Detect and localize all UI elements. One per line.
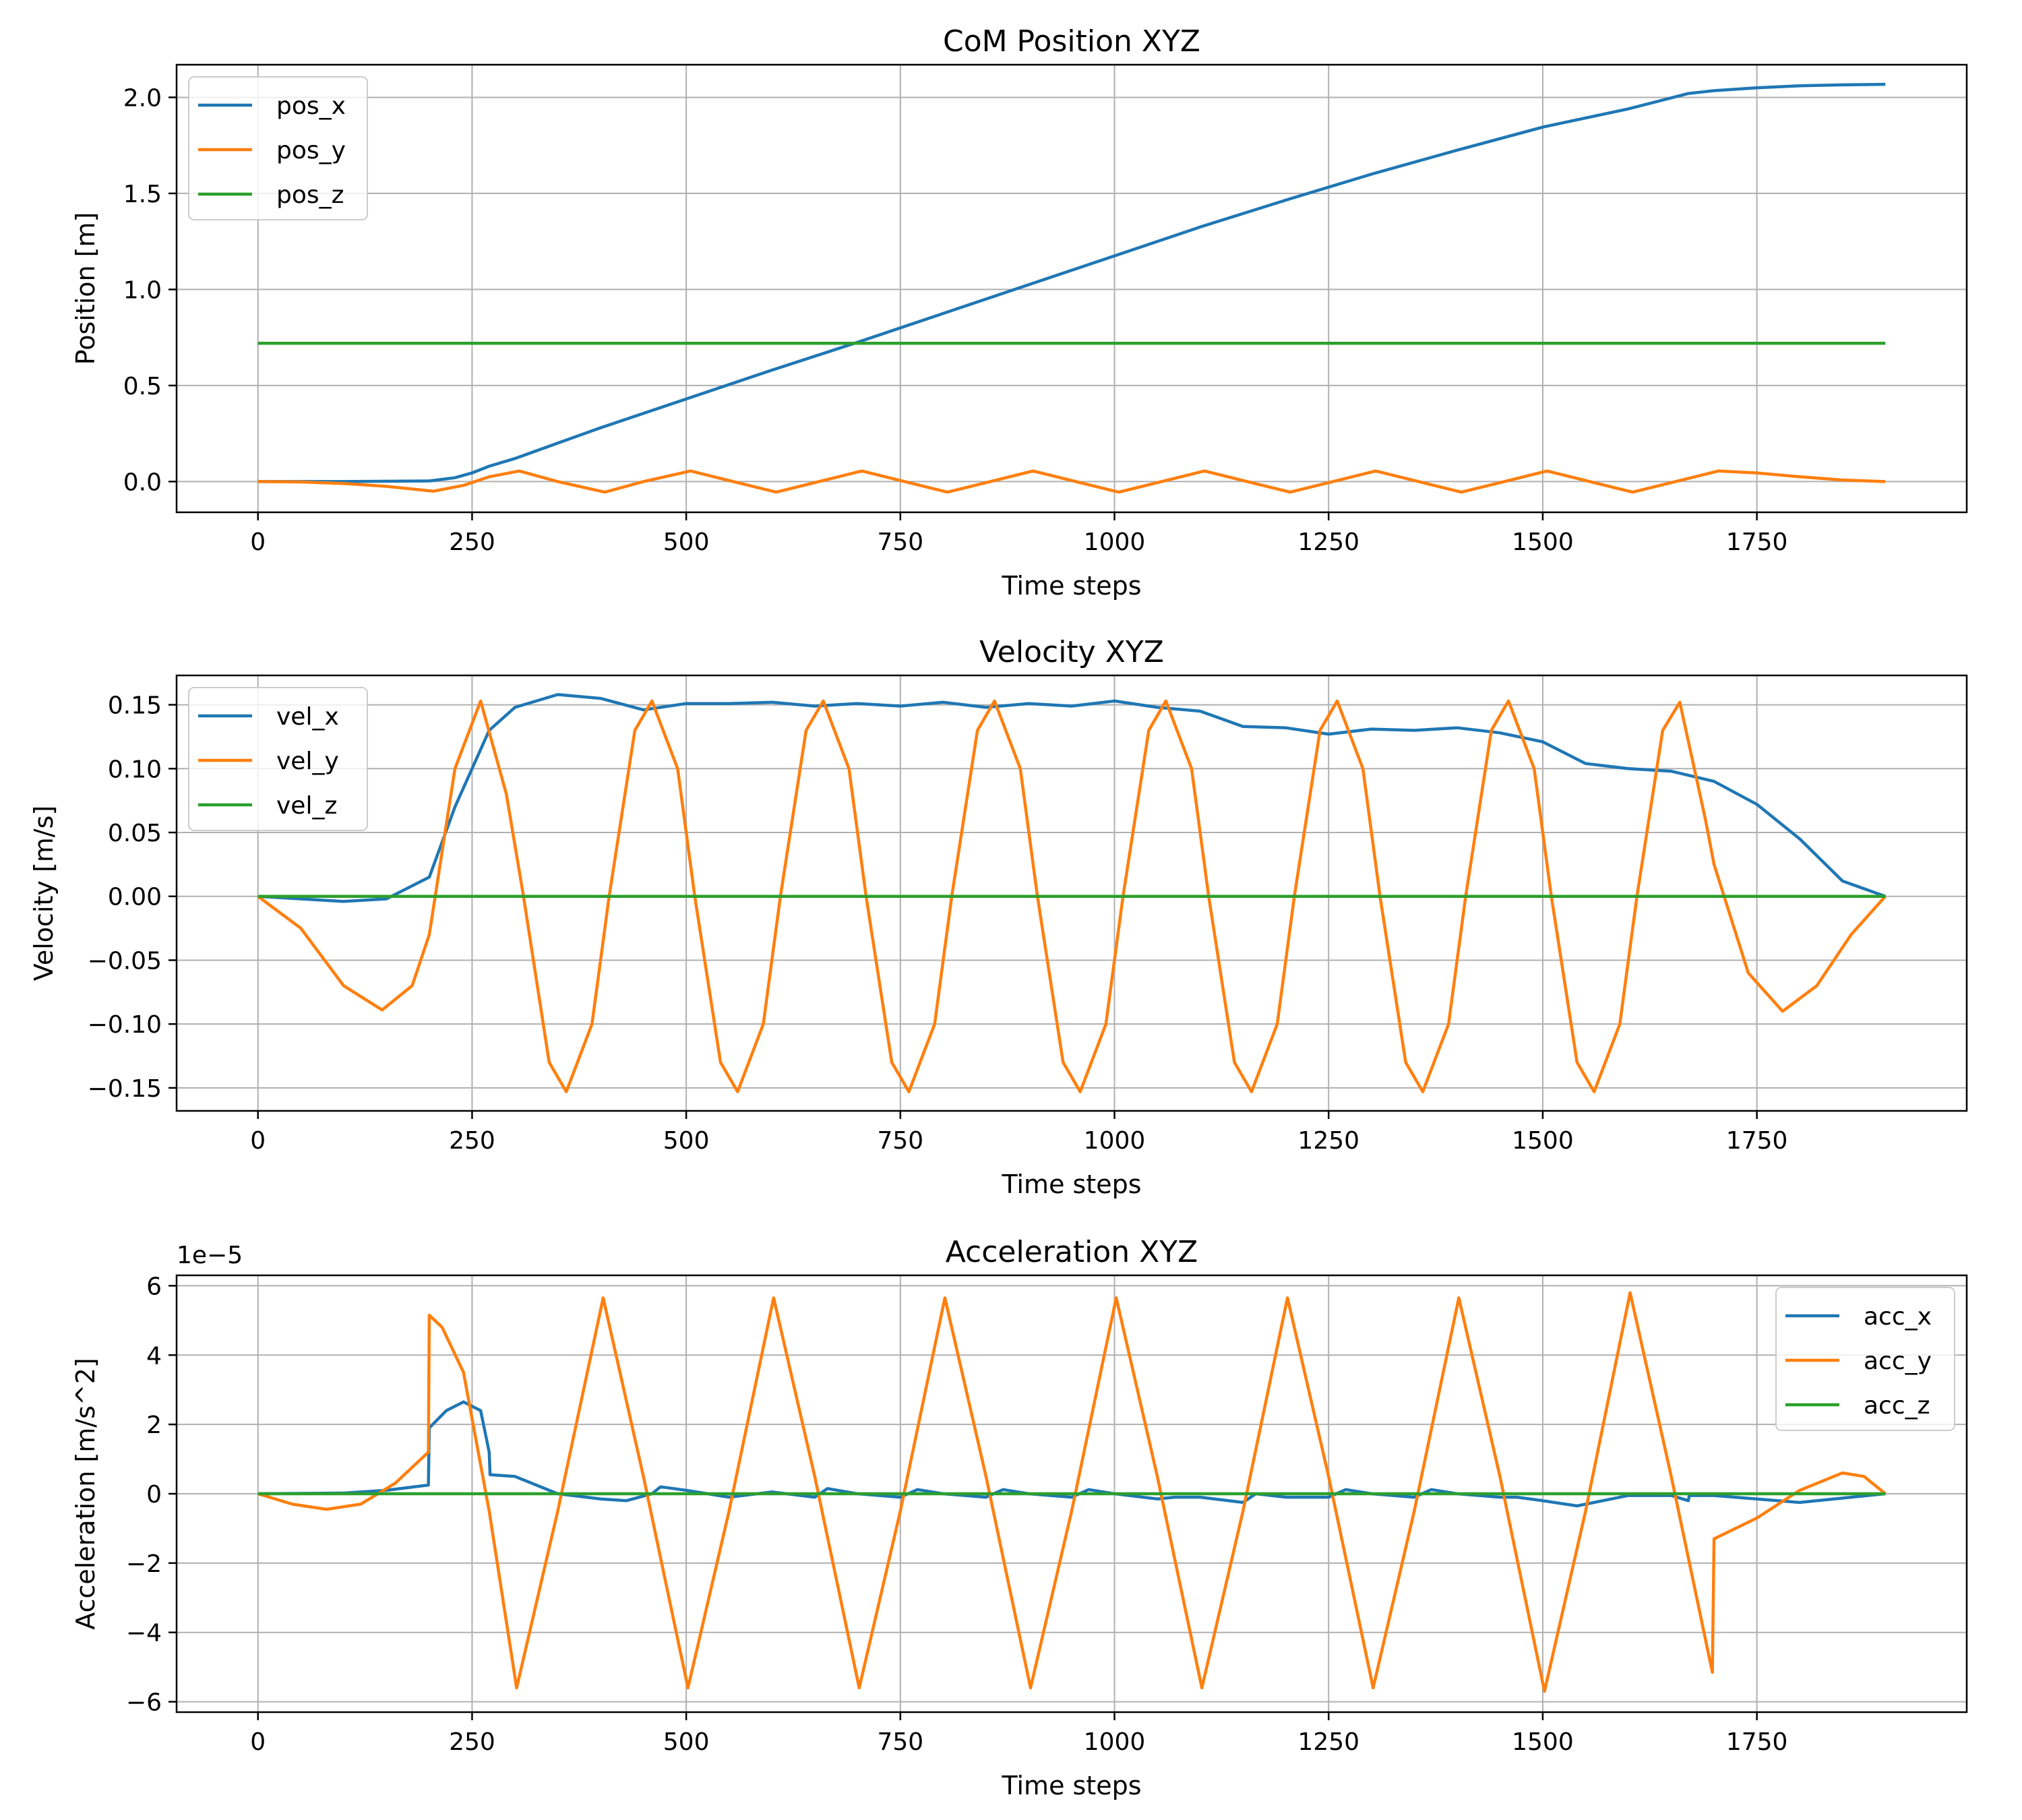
position-xtick-label-4: 1000 bbox=[1084, 528, 1146, 556]
position-legend: pos_x pos_y pos_z bbox=[188, 76, 368, 220]
velocity-xtick-label-4: 1000 bbox=[1084, 1127, 1146, 1155]
acceleration-legend-box bbox=[1775, 1287, 1955, 1431]
velocity-xtick-label-2: 500 bbox=[663, 1127, 710, 1155]
position-xtick-label-5: 1250 bbox=[1297, 528, 1359, 556]
acceleration-x-axis-label: Time steps bbox=[1001, 1771, 1141, 1800]
position-ytick-label-4: 2.0 bbox=[123, 84, 162, 112]
position-chart: 0 250 500 750 1000 1250 1500 1750 0.0 0.5 1.0 1.5 2.… bbox=[71, 24, 1968, 601]
position-xtick-label-6: 1500 bbox=[1512, 528, 1574, 556]
position-axes-frame bbox=[175, 63, 1968, 514]
velocity-legend-label-vel_y: vel_y bbox=[276, 748, 339, 775]
position-legend-box bbox=[188, 76, 368, 220]
acceleration-legend: acc_x acc_y acc_z bbox=[1775, 1287, 1955, 1431]
velocity-ytick-label-5: 0.10 bbox=[108, 756, 162, 783]
position-ytick-label-3: 1.5 bbox=[123, 181, 162, 208]
position-xtick-label-0: 0 bbox=[250, 528, 266, 556]
position-xtick-label-2: 500 bbox=[663, 528, 710, 556]
acceleration-series-acc_y bbox=[257, 1291, 1887, 1693]
velocity-legend-label-vel_x: vel_x bbox=[276, 703, 339, 731]
position-xtick-label-7: 1750 bbox=[1726, 528, 1788, 556]
acceleration-xtick-label-5: 1250 bbox=[1297, 1728, 1359, 1756]
position-x-axis-label: Time steps bbox=[1001, 571, 1141, 601]
acceleration-y-axis-label: Acceleration [m/s^2] bbox=[71, 1358, 100, 1630]
acceleration-ytick-label-6: 6 bbox=[146, 1273, 162, 1300]
acceleration-legend-label-acc_z: acc_z bbox=[1864, 1392, 1930, 1420]
acceleration-xtick-label-7: 1750 bbox=[1726, 1728, 1788, 1756]
position-series-group bbox=[257, 82, 1886, 494]
velocity-xtick-label-7: 1750 bbox=[1726, 1127, 1788, 1155]
acceleration-ytick-label-2: −2 bbox=[126, 1550, 162, 1578]
position-ytick-label-0: 0.0 bbox=[123, 468, 162, 496]
acceleration-xtick-label-0: 0 bbox=[250, 1728, 266, 1756]
velocity-ytick-label-4: 0.05 bbox=[108, 820, 162, 847]
velocity-axes-frame bbox=[175, 674, 1968, 1112]
velocity-legend-label-vel_z: vel_z bbox=[276, 792, 337, 820]
velocity-x-axis-label: Time steps bbox=[1001, 1170, 1141, 1199]
velocity-chart: 0 250 500 750 1000 1250 1500 1750 −0.15 −0.10 −0.0… bbox=[29, 635, 1968, 1199]
velocity-legend-box bbox=[188, 687, 368, 831]
position-legend-label-pos_z: pos_z bbox=[276, 181, 344, 209]
position-ytick-label-1: 0.5 bbox=[123, 373, 162, 400]
velocity-series-vel_x bbox=[257, 693, 1887, 903]
position-legend-label-pos_y: pos_y bbox=[276, 137, 346, 164]
acceleration-chart: 0 250 500 750 1000 1250 1500 1750 −6 −4 −2 0 2 4 6 Acce… bbox=[71, 1235, 1968, 1800]
velocity-ytick-label-1: −0.10 bbox=[88, 1011, 162, 1039]
velocity-xtick-label-0: 0 bbox=[250, 1127, 266, 1155]
acceleration-xtick-label-3: 750 bbox=[877, 1728, 923, 1756]
velocity-ytick-label-2: −0.05 bbox=[88, 947, 162, 975]
position-title: CoM Position XYZ bbox=[943, 24, 1200, 59]
acceleration-series-group bbox=[257, 1291, 1887, 1693]
position-legend-label-pos_x: pos_x bbox=[276, 92, 346, 120]
acceleration-xtick-label-4: 1000 bbox=[1084, 1728, 1146, 1756]
velocity-xtick-label-5: 1250 bbox=[1297, 1127, 1359, 1155]
velocity-ytick-label-3: 0.00 bbox=[108, 884, 162, 911]
velocity-xtick-label-3: 750 bbox=[877, 1127, 923, 1155]
position-series-pos_x bbox=[257, 82, 1886, 483]
velocity-legend: vel_x vel_y vel_z bbox=[188, 687, 368, 831]
acceleration-legend-label-acc_x: acc_x bbox=[1864, 1303, 1932, 1331]
position-xtick-label-1: 250 bbox=[449, 528, 495, 556]
acceleration-ytick-label-3: 0 bbox=[146, 1481, 162, 1509]
velocity-xtick-label-1: 250 bbox=[449, 1127, 495, 1155]
acceleration-xtick-label-6: 1500 bbox=[1512, 1728, 1574, 1756]
acceleration-ytick-label-0: −6 bbox=[126, 1689, 162, 1717]
acceleration-ytick-label-1: −4 bbox=[126, 1620, 162, 1647]
velocity-ytick-label-6: 0.15 bbox=[108, 692, 162, 720]
acceleration-legend-label-acc_y: acc_y bbox=[1864, 1347, 1932, 1375]
acceleration-xtick-label-2: 500 bbox=[663, 1728, 710, 1756]
acceleration-title: Acceleration XYZ bbox=[946, 1235, 1198, 1269]
acceleration-xtick-label-1: 250 bbox=[449, 1728, 495, 1756]
velocity-xtick-label-6: 1500 bbox=[1512, 1127, 1574, 1155]
velocity-ytick-label-0: −0.15 bbox=[88, 1075, 162, 1103]
velocity-y-axis-label: Velocity [m/s] bbox=[29, 806, 59, 981]
velocity-series-group bbox=[257, 693, 1887, 1093]
position-ytick-label-2: 1.0 bbox=[123, 276, 162, 304]
acceleration-ytick-label-4: 2 bbox=[146, 1412, 162, 1439]
velocity-title: Velocity XYZ bbox=[979, 635, 1164, 669]
acceleration-ytick-label-5: 4 bbox=[146, 1342, 162, 1370]
position-xtick-label-3: 750 bbox=[877, 528, 923, 556]
position-series-pos_y bbox=[257, 469, 1886, 494]
position-y-axis-label: Position [m] bbox=[71, 212, 100, 365]
velocity-series-vel_y bbox=[257, 699, 1887, 1093]
acceleration-offset-text: 1e−5 bbox=[177, 1242, 243, 1269]
